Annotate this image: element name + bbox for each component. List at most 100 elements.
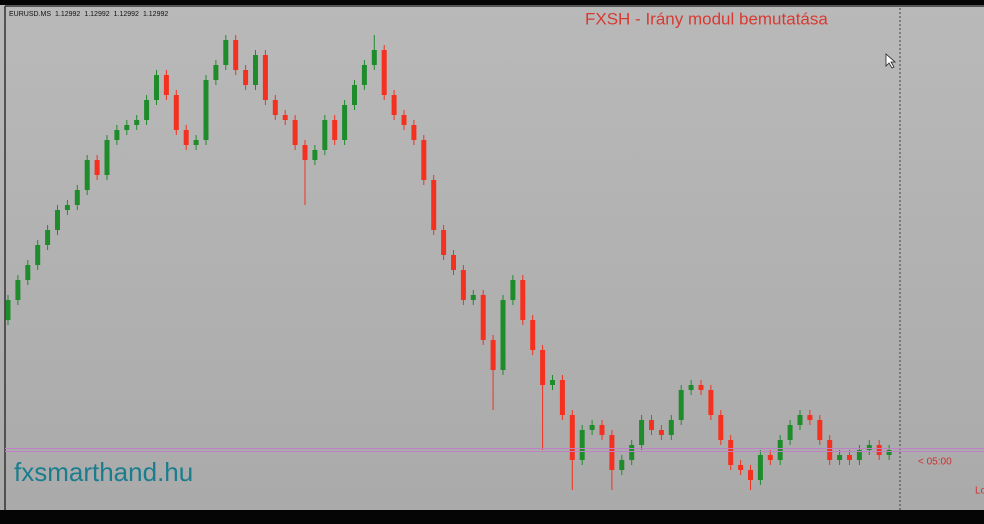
candle-body	[619, 460, 625, 470]
candle-body	[342, 105, 348, 140]
candle-body	[203, 80, 209, 140]
symbol-header: EURUSD.MS 1.12992 1.12992 1.12992 1.12992	[9, 11, 168, 18]
candle-body	[876, 445, 882, 455]
candle-body	[698, 385, 704, 390]
candle-body	[470, 295, 476, 300]
candle-body	[292, 120, 298, 145]
candle-body	[480, 295, 486, 340]
candle-body	[193, 140, 199, 145]
candle-body	[807, 415, 813, 420]
candle-body	[569, 415, 575, 460]
candle-body	[361, 65, 367, 85]
candle-body	[559, 380, 565, 415]
candle-body	[777, 440, 783, 460]
corner-label: Lo	[975, 486, 984, 497]
candle-body	[441, 230, 447, 255]
candle-body	[688, 385, 694, 390]
candle-body	[411, 125, 417, 140]
candle-body	[272, 100, 278, 115]
candle-body	[253, 55, 258, 85]
candle-body	[213, 65, 219, 80]
candle-body	[134, 120, 140, 125]
candle-body	[757, 455, 763, 480]
candle-body	[540, 350, 546, 385]
candle-body	[173, 95, 179, 130]
candle-body	[64, 205, 70, 210]
candle-body	[45, 230, 51, 245]
candle-body	[431, 180, 437, 230]
ohlc-value: 1.12992	[143, 11, 168, 18]
candle-body	[154, 75, 159, 100]
candle-body	[104, 140, 110, 175]
candle-body	[817, 420, 823, 440]
candle-body	[262, 55, 268, 100]
candle-body	[144, 100, 150, 120]
candle-body	[718, 415, 724, 440]
candle-body	[856, 450, 862, 460]
candle-body	[381, 50, 387, 95]
chart-title: FXSH - Irány modul bemutatása	[585, 9, 828, 28]
candle-body	[332, 120, 338, 140]
candle-body	[599, 425, 605, 435]
candle-body	[738, 465, 744, 470]
candle-body	[391, 95, 397, 115]
candle-body	[352, 85, 357, 105]
candle-body	[797, 415, 803, 425]
candle-body	[886, 450, 892, 455]
candle-body	[609, 435, 615, 470]
candle-body	[55, 210, 60, 230]
candle-body	[530, 320, 536, 350]
candle-body	[847, 455, 852, 460]
ohlc-value: 1.12992	[114, 11, 139, 18]
candle-body	[579, 430, 585, 460]
candle-body	[767, 455, 773, 460]
candle-body	[124, 125, 130, 130]
plot-area	[5, 35, 892, 490]
mouse-cursor	[885, 53, 897, 69]
candle-body	[787, 425, 793, 440]
ohlc-value: 1.12992	[55, 11, 80, 18]
candle-body	[837, 455, 843, 460]
watermark: fxsmarthand.hu	[14, 457, 193, 487]
candle-body	[94, 160, 100, 175]
candle-body	[460, 270, 466, 300]
candle-body	[302, 145, 308, 160]
candle-body	[163, 75, 169, 95]
candle-body	[827, 440, 833, 460]
candle-body	[74, 190, 80, 205]
candle-body	[223, 40, 229, 65]
candle-body	[15, 280, 21, 300]
candle-body	[282, 115, 288, 120]
candle-body	[629, 445, 635, 460]
candle-body	[639, 420, 645, 445]
candle-body	[866, 445, 872, 450]
chart-background	[0, 5, 984, 510]
candle-body	[649, 420, 654, 430]
candle-body	[371, 50, 377, 65]
candle-body	[401, 115, 407, 125]
candle-body	[658, 430, 664, 435]
candle-body	[312, 150, 318, 160]
candle-body	[748, 470, 753, 480]
candle-body	[500, 300, 506, 370]
candle-body	[520, 280, 526, 320]
candle-body	[668, 420, 674, 435]
candle-body	[451, 255, 456, 270]
candle-body	[84, 160, 90, 190]
candle-body	[114, 130, 120, 140]
symbol: EURUSD.MS	[9, 11, 51, 18]
candle-body	[550, 380, 555, 385]
candle-body	[35, 245, 41, 265]
candle-body	[589, 425, 595, 430]
candle-body	[322, 120, 328, 150]
candle-body	[708, 390, 714, 415]
candle-body	[5, 300, 11, 320]
candle-body	[421, 140, 427, 180]
candle-body	[490, 340, 496, 370]
candle-body	[183, 130, 189, 145]
candle-body	[25, 265, 31, 280]
bar-countdown: < 05:00	[918, 457, 952, 468]
candle-body	[678, 390, 684, 420]
candle-body	[728, 440, 734, 465]
